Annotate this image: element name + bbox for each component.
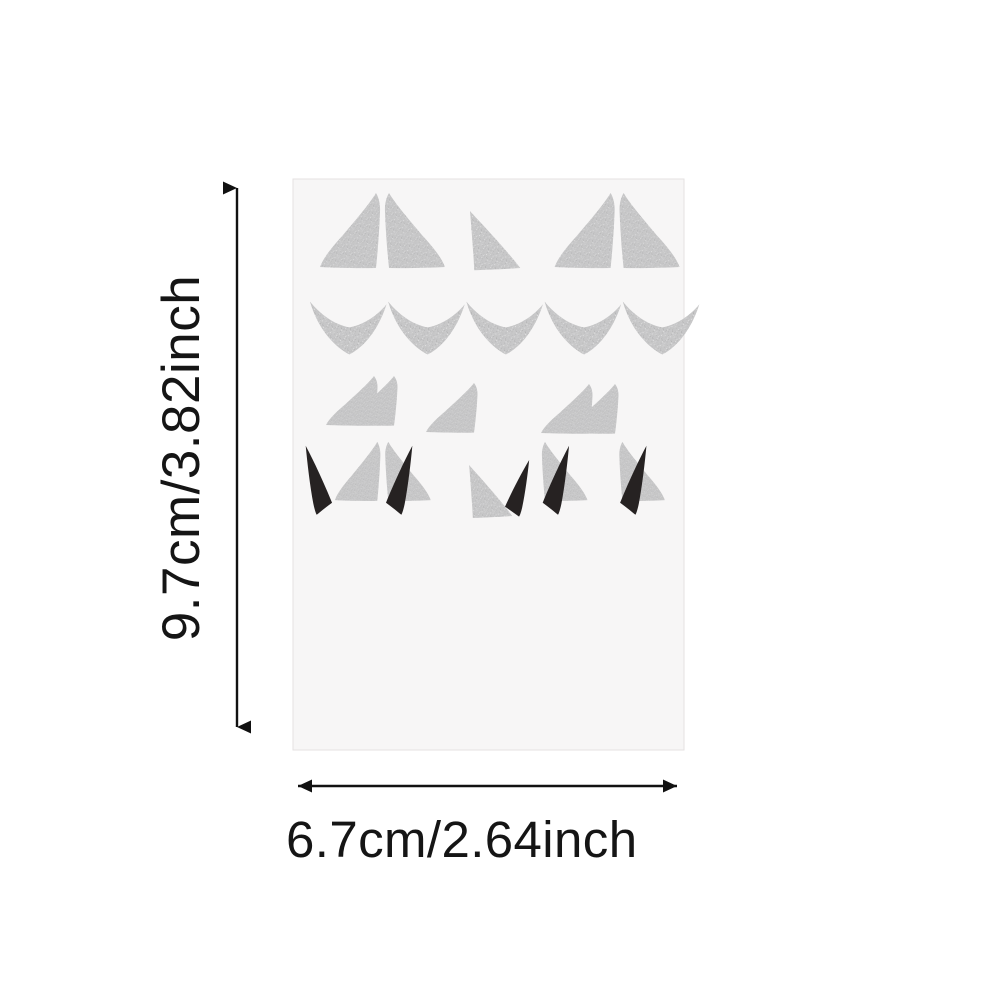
svg-text:6.7cm/2.64inch: 6.7cm/2.64inch	[286, 811, 637, 868]
svg-text:9.7cm/3.82inch: 9.7cm/3.82inch	[152, 275, 211, 641]
